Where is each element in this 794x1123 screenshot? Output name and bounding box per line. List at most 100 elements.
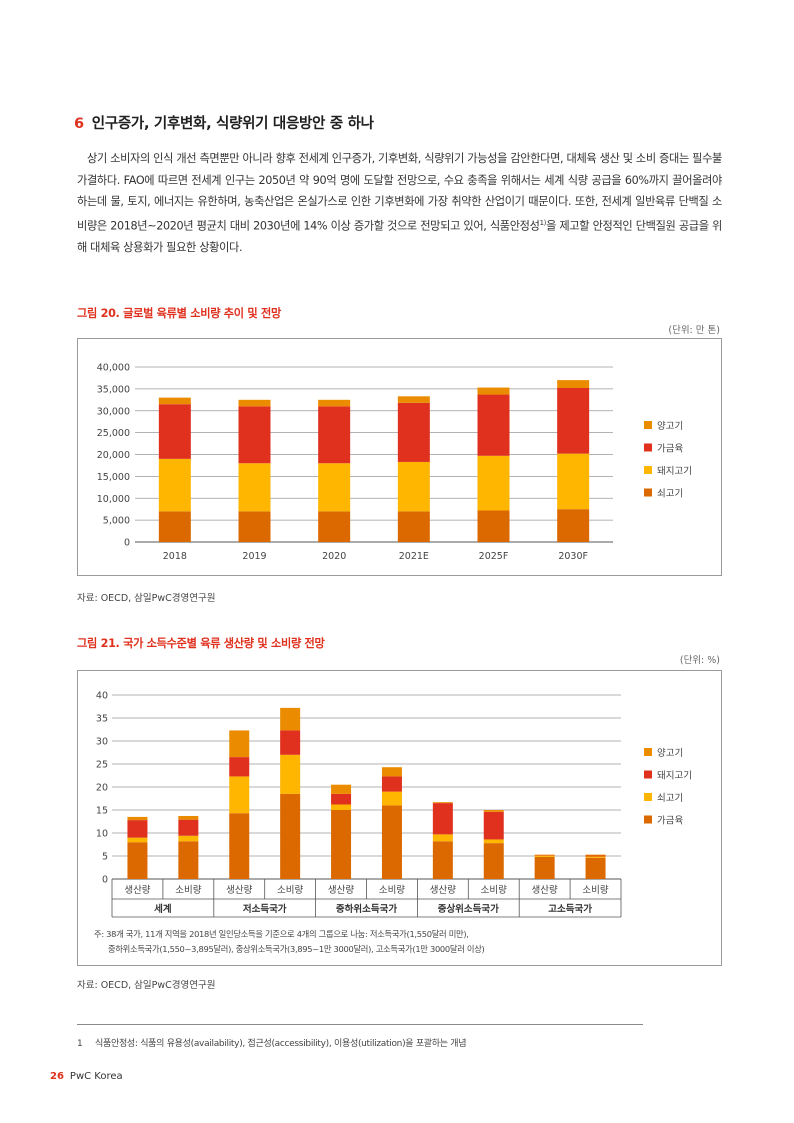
figure20-chart: 0 5,000 10,000 15,000 20,000 25,000 30,000 35,0… (97, 363, 692, 563)
y-tick-label: 25 (96, 760, 108, 771)
footnote: 1 식품안정성: 식품의 유용성(availability), 접근성(acces… (77, 1036, 467, 1049)
legend-swatch (644, 748, 652, 756)
bar-segment (381, 805, 402, 879)
bar-segment (534, 856, 555, 879)
y-tick-label: 30 (96, 737, 108, 748)
bar-segment (280, 730, 301, 755)
y-tick-label: 35 (96, 714, 108, 725)
section-title: 6 인구증가, 기후변화, 식량위기 대응방안 중 하나 (74, 112, 374, 133)
y-tick-label: 0 (102, 875, 108, 886)
bar-segment (238, 463, 271, 512)
x-tick-label: 2019 (242, 551, 266, 562)
section-title-text: 인구증가, 기후변화, 식량위기 대응방안 중 하나 (91, 116, 374, 132)
bar-segment (557, 380, 590, 388)
x-tick-label: 소비량 (582, 884, 608, 896)
page-footer: 26 PwC Korea (50, 1071, 123, 1082)
bar-segment (432, 834, 453, 842)
x-tick-label: 소비량 (379, 884, 405, 896)
footnote-text: 식품안정성: 식품의 유용성(availability), 접근성(access… (95, 1039, 467, 1049)
y-tick-label: 5,000 (103, 516, 130, 527)
y-tick-label: 10 (96, 829, 108, 840)
bar-segment (557, 388, 590, 454)
figure21-unit: (단위: %) (679, 655, 720, 666)
bar-segment (318, 511, 351, 542)
bar-segment (127, 837, 148, 843)
legend-swatch (644, 770, 652, 779)
x-tick-label: 생산량 (532, 884, 558, 896)
bar-segment (557, 509, 590, 542)
bar-segment (397, 461, 430, 512)
legend-label: 돼지고기 (657, 466, 692, 477)
bar-segment (331, 810, 352, 879)
bar-segment (178, 841, 199, 879)
bar-segment (158, 404, 191, 459)
legend-swatch (644, 466, 652, 474)
y-tick-label: 0 (124, 538, 130, 549)
group-label: 고소득국가 (548, 903, 592, 915)
bar-segment (127, 816, 148, 821)
bar-segment (331, 793, 352, 805)
footer-brand: PwC Korea (69, 1071, 123, 1082)
bar-segment (229, 757, 250, 777)
y-tick-label: 20 (96, 783, 108, 794)
bar-segment (318, 406, 351, 464)
figure21-note-line2: 중하위소득국가(1,550~3,895달러), 중상위소득국가(3,895~1만… (108, 944, 485, 954)
page-number: 26 (50, 1071, 64, 1082)
body-paragraph: 상기 소비자의 인식 개선 측면뿐만 아니라 향후 전세계 인구증가, 기후변화… (77, 148, 722, 259)
legend-label: 쇠고기 (657, 489, 683, 500)
footnote-ref[interactable]: 1) (539, 218, 547, 227)
bar-segment (229, 730, 250, 758)
figure21-source: 자료: OECD, 삼일PwC경영연구원 (77, 980, 216, 991)
bar-segment (585, 855, 606, 857)
bar-segment (477, 510, 510, 542)
bar-segment (127, 842, 148, 879)
legend-swatch (644, 793, 652, 801)
legend-swatch (644, 443, 652, 452)
y-tick-label: 15,000 (97, 472, 130, 483)
bar-segment (318, 463, 351, 512)
group-label: 저소득국가 (243, 903, 287, 915)
bar-segment (477, 394, 510, 456)
figure21-note: 주: 38개 국가, 11개 지역을 2018년 일인당소득을 기준으로 4개의… (94, 927, 485, 957)
y-tick-label: 40,000 (97, 363, 130, 374)
bar-segment (397, 396, 430, 403)
x-tick-label: 생산량 (226, 884, 252, 896)
group-label: 중상위소득국가 (438, 903, 499, 915)
figure21-title: 그림 21. 국가 소득수준별 육류 생산량 및 소비량 전망 (77, 637, 325, 650)
bar-segment (229, 776, 250, 814)
x-tick-label: 생산량 (124, 884, 150, 896)
y-tick-label: 25,000 (97, 428, 130, 439)
x-tick-label: 생산량 (430, 884, 456, 896)
y-tick-label: 10,000 (97, 494, 130, 505)
bar-segment (158, 458, 191, 512)
figure21-note-line1: 주: 38개 국가, 11개 지역을 2018년 일인당소득을 기준으로 4개의… (94, 929, 469, 939)
body-text-part2: 을 제고할 안정적인 단백질원 공급을 위해 대체육 상용화가 필요한 상황이다… (77, 219, 722, 255)
bar-segment (432, 841, 453, 879)
footnote-divider (77, 1024, 643, 1025)
y-tick-label: 15 (96, 806, 108, 817)
x-tick-label: 2020 (322, 551, 346, 562)
bar-segment (381, 791, 402, 806)
legend-swatch (644, 421, 652, 429)
legend-swatch (644, 488, 652, 497)
x-tick-label: 2021E (399, 551, 429, 562)
bar-segment (397, 402, 430, 462)
bar-segment (238, 399, 271, 407)
bar-segment (158, 511, 191, 542)
y-tick-label: 30,000 (97, 406, 130, 417)
bar-segment (534, 855, 555, 857)
y-tick-label: 20,000 (97, 450, 130, 461)
bar-segment (483, 811, 504, 840)
x-tick-label: 2018 (163, 551, 187, 562)
body-text-part1: 상기 소비자의 인식 개선 측면뿐만 아니라 향후 전세계 인구증가, 기후변화… (77, 152, 722, 233)
y-tick-label: 40 (96, 691, 108, 702)
group-label: 세계 (154, 903, 171, 915)
legend-label: 가금육 (657, 816, 683, 827)
x-tick-label: 소비량 (481, 884, 507, 896)
legend-swatch (644, 815, 652, 824)
x-tick-label: 2030F (558, 551, 588, 562)
figure20-source: 자료: OECD, 삼일PwC경영연구원 (77, 593, 216, 604)
x-tick-label: 소비량 (175, 884, 201, 896)
bar-segment (477, 387, 510, 395)
